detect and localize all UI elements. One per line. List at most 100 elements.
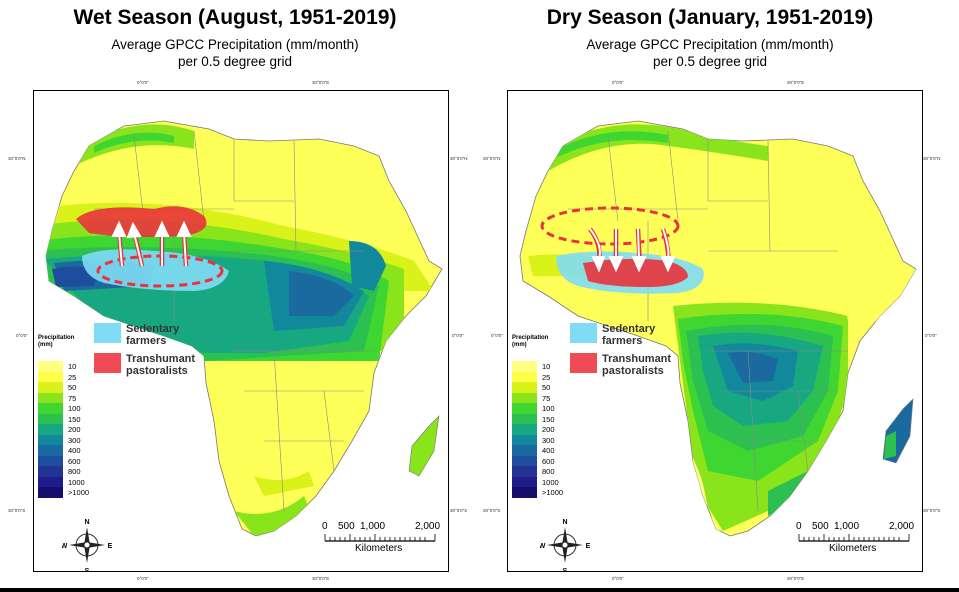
legend-swatch: [38, 476, 63, 487]
compass-e: E: [108, 543, 112, 550]
dry-season-map: Precipitation (mm) 10 25 50 75 100 150 200 300 4…: [507, 90, 923, 572]
scale-bar: 0 500 1,000 2,000 Kilometers: [793, 521, 918, 561]
legend-title-line-1: Precipitation: [38, 335, 75, 341]
coord-right-north: 30°0'0"N: [923, 156, 941, 161]
legend-row: 400: [38, 445, 98, 456]
legend-swatch: [512, 476, 537, 487]
scale-bar-graphic: [798, 534, 910, 542]
legend-label: 75: [68, 393, 77, 403]
legend-label: 300: [68, 435, 81, 445]
legend-row: 10: [512, 361, 572, 372]
migration-arrowheads: [589, 228, 676, 273]
coord-left-south: 30°0'0"S: [483, 508, 501, 513]
compass-n: N: [84, 519, 89, 526]
farmers-key-label: Sedentary farmers: [602, 323, 655, 347]
coord-top-left: 0°0'0": [137, 80, 149, 85]
north-arrow-compass: N S W E: [61, 515, 113, 572]
pastoralist-zone: [76, 206, 207, 237]
legend-swatch: [38, 361, 63, 372]
subtitle-line-1: Average GPCC Precipitation (mm/month): [111, 37, 359, 52]
legend-label: 400: [542, 446, 555, 455]
dashed-outline: [540, 206, 680, 246]
scale-tick-500: 500: [338, 521, 355, 532]
legend-row: 25: [38, 371, 98, 382]
legend-label: 100: [542, 404, 555, 413]
legend-row: 400: [512, 445, 572, 456]
scale-unit-label: Kilometers: [355, 543, 403, 554]
pastoralists-label-line-2: pastoralists: [602, 365, 664, 377]
compass-rose-icon: N S W E: [61, 519, 113, 572]
legend-swatch: [512, 413, 537, 424]
subtitle-line-2: per 0.5 degree grid: [177, 54, 293, 69]
legend-label: >1000: [68, 488, 90, 497]
legend-swatch: [512, 371, 537, 382]
legend-swatch: [38, 434, 63, 445]
coord-top-right: 30°0'0"E: [312, 80, 330, 85]
legend-label: 600: [68, 456, 81, 466]
coord-right-north: 30°0'0"N: [450, 156, 468, 161]
scale-unit-label: Kilometers: [829, 543, 877, 554]
legend-label: 200: [68, 425, 81, 434]
legend-label: 100: [68, 404, 81, 413]
legend-swatch: [512, 392, 537, 403]
legend-label: 10: [542, 362, 551, 371]
coord-left-south: 30°0'0"S: [8, 508, 26, 513]
pastoralists-label-line-1: Transhumant: [126, 353, 196, 365]
farmers-label-line-1: Sedentary: [602, 323, 656, 335]
farmers-label-line-2: farmers: [602, 335, 643, 347]
legend-swatch: [38, 403, 63, 414]
scale-tick-0: 0: [322, 521, 328, 532]
legend-swatch: [38, 424, 63, 435]
coord-bottom-right: 30°0'0"E: [312, 576, 330, 581]
pastoralists-label-line-1: Transhumant: [602, 353, 672, 365]
compass-w: W: [62, 543, 68, 550]
coord-top-left: 0°0'0": [612, 80, 624, 85]
legend-label: 150: [542, 414, 555, 424]
dry-season-title: Dry Season (January, 1951-2019): [546, 6, 874, 29]
scale-tick-2000: 2,000: [889, 521, 915, 532]
compass-s: S: [85, 568, 90, 572]
dry-season-subtitle: Average GPCC Precipitation (mm/month) pe…: [475, 36, 945, 70]
compass-w: W: [540, 543, 546, 550]
legend-row: 1000: [512, 476, 572, 487]
legend-row: 1000: [38, 476, 98, 487]
legend-swatch: [38, 413, 63, 424]
coord-bottom-left: 0°0'0": [137, 576, 149, 581]
legend-label: 600: [542, 456, 555, 466]
legend-swatch: [38, 487, 63, 498]
farmers-label-line-2: farmers: [126, 335, 167, 347]
farmers-key-swatch: [94, 323, 121, 343]
legend-swatch: [512, 445, 537, 456]
legend-swatch: [38, 392, 63, 403]
pastoralists-key-label: Transhumant pastoralists: [126, 353, 195, 377]
legend-label: 800: [68, 467, 81, 476]
subtitle-line-2: per 0.5 degree grid: [652, 54, 768, 69]
legend-swatch: [38, 466, 63, 477]
legend-swatch: [38, 445, 63, 456]
legend-title-line-2: (mm): [512, 342, 527, 348]
legend-row: 50: [38, 382, 98, 393]
compass-s: S: [563, 568, 568, 572]
madagascar: [408, 415, 440, 477]
farmers-key-swatch: [570, 323, 597, 343]
coord-right-south: 30°0'0"S: [923, 508, 941, 513]
wet-precipitation-map-svg: [45, 120, 443, 537]
legend-row: 10: [38, 361, 98, 372]
legend-swatch: [512, 487, 537, 498]
wet-season-panel: Wet Season (August, 1951-2019) Average G…: [0, 0, 470, 592]
legend-row: 100: [38, 403, 98, 414]
scale-tick-500: 500: [812, 521, 829, 532]
scale-tick-0: 0: [796, 521, 802, 532]
coord-right-equator: 0°0'0": [925, 333, 937, 338]
legend-row: 150: [38, 413, 98, 424]
legend-row: 100: [512, 403, 572, 414]
legend-row: 600: [512, 455, 572, 466]
legend-label: 50: [68, 383, 77, 392]
legend-row: 800: [38, 466, 98, 477]
wet-season-map: Precipitation (mm) 10 25 50 75 100 150 200 300 4…: [33, 90, 449, 572]
legend-row: 200: [38, 424, 98, 435]
legend-row: 200: [512, 424, 572, 435]
legend-label: 50: [542, 383, 551, 392]
pastoralists-label-line-2: pastoralists: [126, 365, 188, 377]
legend-label: 150: [68, 414, 81, 424]
